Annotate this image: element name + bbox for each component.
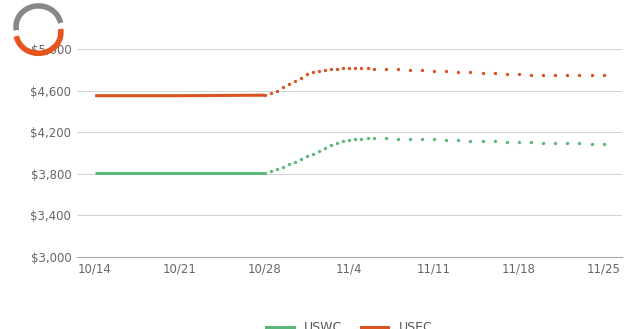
Legend: USWC, USEC: USWC, USEC — [262, 316, 437, 329]
